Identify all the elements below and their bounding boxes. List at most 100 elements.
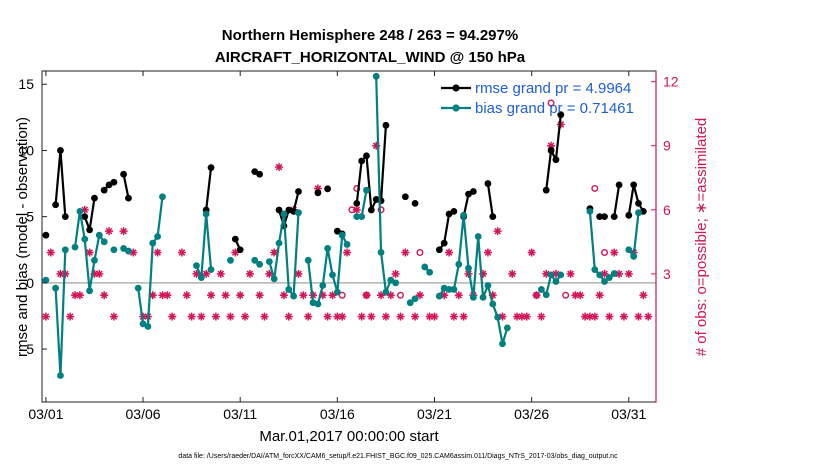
obs-marker-stroke xyxy=(57,270,64,278)
series-layer xyxy=(42,72,647,379)
bias-point xyxy=(304,256,312,264)
obs-possible-marker xyxy=(562,291,570,299)
obs-assimilated-marker xyxy=(119,227,128,236)
rmse-point xyxy=(367,206,375,214)
rmse-point xyxy=(353,200,361,207)
bias-point xyxy=(363,186,370,194)
obs-marker-stroke xyxy=(105,227,113,235)
rmse-point xyxy=(52,201,60,209)
obs-marker-stroke xyxy=(120,227,127,235)
obs-marker-stroke xyxy=(460,313,467,320)
rmse-point xyxy=(86,226,94,234)
y-tick-label: -5 xyxy=(22,341,35,357)
bias-point xyxy=(494,313,502,321)
rmse-point xyxy=(358,157,366,165)
bias-point xyxy=(154,233,162,240)
obs-assimilated-marker xyxy=(197,312,206,321)
bias-point xyxy=(42,276,50,284)
bias-point xyxy=(605,274,613,281)
rmse-point xyxy=(61,213,69,221)
bias-point xyxy=(76,207,84,215)
obs-marker-stroke xyxy=(163,291,171,299)
rmse-point xyxy=(110,178,118,186)
legend-bias-marker xyxy=(452,104,460,112)
obs-marker-stroke xyxy=(508,270,516,278)
obs-assimilated-marker xyxy=(522,312,531,321)
obs-marker-stroke xyxy=(416,291,424,299)
bias-point xyxy=(144,323,152,330)
obs-possible-marker xyxy=(547,99,555,107)
bias-point xyxy=(392,279,400,287)
obs-assimilated-marker xyxy=(459,312,468,321)
obs-marker-stroke xyxy=(86,249,93,256)
bias-point xyxy=(552,278,560,285)
obs-marker-stroke xyxy=(523,313,531,320)
obs-marker-stroke xyxy=(149,291,157,299)
rmse-line xyxy=(627,183,645,216)
obs-marker-stroke xyxy=(615,270,623,278)
obs-assimilated-marker xyxy=(445,248,454,257)
rmse-line xyxy=(122,174,130,199)
obs-assimilated-marker xyxy=(275,163,284,172)
obs-assimilated-marker xyxy=(362,291,371,300)
bias-point xyxy=(280,210,288,218)
y-right-tick-label: 3 xyxy=(663,266,671,282)
obs-marker-stroke xyxy=(576,291,584,299)
obs-marker-stroke xyxy=(397,313,404,320)
x-tick-label: 03/06 xyxy=(126,406,161,422)
obs-marker-stroke xyxy=(319,291,327,299)
obs-assimilated-marker xyxy=(299,291,308,300)
obs-marker-stroke xyxy=(241,313,249,320)
obs-marker-stroke xyxy=(261,313,268,320)
rmse-point xyxy=(630,181,638,189)
obs-marker-stroke xyxy=(411,313,419,320)
bias-point xyxy=(95,231,103,239)
obs-assimilated-marker xyxy=(381,312,390,321)
obs-marker-stroke xyxy=(363,291,370,299)
obs-marker-stroke xyxy=(217,270,225,278)
obs-marker-stroke xyxy=(47,249,55,256)
rmse-point xyxy=(314,189,322,197)
bias-point xyxy=(197,274,205,281)
obs-marker-stroke xyxy=(197,313,205,320)
obs-assimilated-marker xyxy=(216,269,225,278)
rmse-point xyxy=(295,188,302,195)
y-right-tick-label: 6 xyxy=(663,202,671,218)
x-tick-label: 03/31 xyxy=(611,406,646,422)
y-right-tick-label: 9 xyxy=(663,138,671,154)
y-tick-label: 5 xyxy=(26,209,34,225)
obs-possible-marker xyxy=(396,291,404,299)
obs-marker-stroke xyxy=(100,291,108,299)
bias-point xyxy=(57,372,64,379)
legend: rmse grand pr = 4.9964 bias grand pr = 0… xyxy=(441,80,634,117)
obs-assimilated-marker xyxy=(401,248,410,257)
rmse-point xyxy=(207,164,215,172)
obs-possible-marker xyxy=(601,249,609,257)
obs-assimilated-marker xyxy=(415,291,424,300)
bias-point xyxy=(630,252,638,260)
bias-point xyxy=(377,248,385,256)
bias-point xyxy=(445,286,453,293)
obs-marker-stroke xyxy=(324,313,331,320)
rmse-point xyxy=(256,170,264,178)
rmse-point xyxy=(91,194,98,202)
bias-point xyxy=(382,288,390,296)
obs-assimilated-marker xyxy=(483,248,492,257)
obs-assimilated-marker xyxy=(260,312,269,321)
obs-assimilated-marker xyxy=(508,269,517,278)
obs-marker-stroke xyxy=(285,313,293,320)
x-tick-label: 03/26 xyxy=(514,406,549,422)
legend-bias-label: bias grand pr = 0.71461 xyxy=(475,100,634,117)
obs-assimilated-marker xyxy=(333,312,342,321)
obs-assimilated-marker xyxy=(284,312,293,321)
obs-marker-stroke xyxy=(343,249,351,256)
obs-marker-stroke xyxy=(494,227,501,235)
rmse-point xyxy=(557,111,565,119)
bias-point xyxy=(489,300,497,308)
obs-assimilated-marker xyxy=(357,312,366,321)
obs-marker-stroke xyxy=(129,249,137,256)
obs-marker-stroke xyxy=(256,291,263,299)
obs-assimilated-marker xyxy=(207,291,216,300)
x-axis-label: Mar.01,2017 00:00:00 start xyxy=(259,428,439,445)
